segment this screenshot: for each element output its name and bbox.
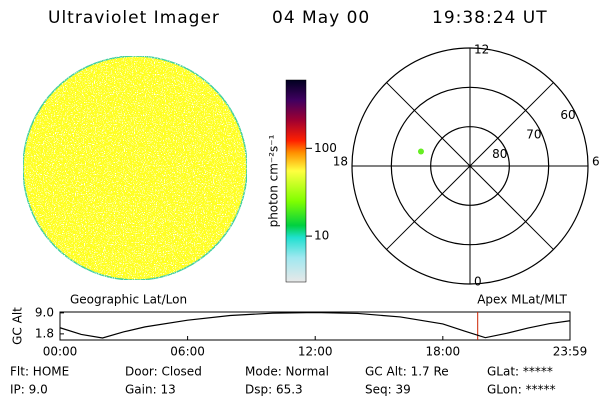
title: Ultraviolet Imager [48,8,220,28]
mlt-label: 18 [333,155,348,169]
ring-label: 70 [526,127,541,141]
status-field: GLat: ***** [487,365,553,379]
status-field: Dsp: 65.3 [245,383,303,397]
orbit-right-title: Apex MLat/MLT [477,293,567,307]
x-tick-label: 18:00 [426,345,461,359]
uv-image [22,55,248,281]
colorbar [285,79,307,283]
time: 19:38:24 UT [432,8,548,28]
status-field: Gain: 13 [125,383,176,397]
x-tick-label: 12:00 [298,345,333,359]
orbit-ylabel: GC Alt [11,307,25,345]
status-field: Mode: Normal [245,365,329,379]
mlt-label: 6 [592,155,600,169]
y-tick-label: 9.0 [35,305,54,319]
x-tick-label: 06:00 [170,345,205,359]
colorbar-tick-label: 10 [314,229,329,243]
mlt-label: 12 [474,43,489,57]
status-field: Door: Closed [125,365,202,379]
polar-ring [351,47,589,285]
status-field: GLon: ***** [487,383,556,397]
colorbar-tick-label: 100 [314,141,337,155]
orbit-altitude [59,311,571,339]
date: 04 May 00 [272,8,370,28]
status-field: Seq: 39 [365,383,411,397]
x-tick-label: 00:00 [43,345,78,359]
x-tick-label: 23:59 [553,345,588,359]
polar-spoke [469,82,554,167]
polar-spoke [469,165,554,250]
status-field: Flt: HOME [10,365,69,379]
mlt-label: 0 [474,275,482,289]
status-field: GC Alt: 1.7 Re [365,365,449,379]
orbit-left-title: Geographic Lat/Lon [70,293,187,307]
ring-label: 60 [560,108,575,122]
polar-ring [430,126,510,206]
polar-point [417,148,424,155]
colorbar-label: photon cm⁻²s⁻¹ [267,134,281,227]
polar-spoke [386,82,471,167]
status-field: IP: 9.0 [10,383,48,397]
ring-label: 80 [492,147,507,161]
y-tick-label: 1.8 [35,326,54,340]
polar-spoke [386,165,471,250]
polar-ring [390,86,550,246]
